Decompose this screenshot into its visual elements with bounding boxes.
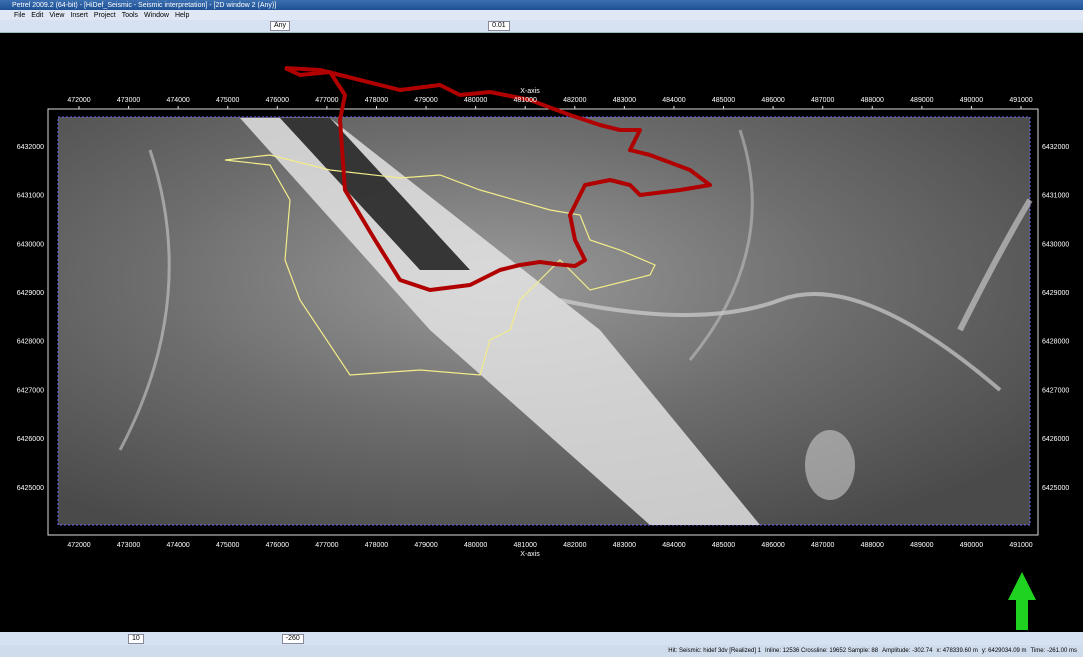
y-tick-label-left: 6426000 [17, 436, 44, 443]
dark-channel [280, 118, 470, 270]
x-tick-label-bottom: 482000 [563, 542, 586, 549]
x-tick-label-bottom: 487000 [811, 542, 834, 549]
x-tick-label-top: 487000 [811, 97, 834, 104]
menu-bar: File Edit View Insert Project Tools Window Help [0, 10, 1083, 20]
x-tick-label-bottom: 491000 [1009, 542, 1032, 549]
x-tick-label-top: 490000 [960, 97, 983, 104]
x-tick-label-bottom: 478000 [365, 542, 388, 549]
y-tick-label-left: 6431000 [17, 193, 44, 200]
y-tick-label-right: 6426000 [1042, 436, 1069, 443]
bright-band [240, 118, 760, 525]
x-tick-label-bottom: 490000 [960, 542, 983, 549]
plot-frame [47, 108, 1039, 536]
menu-item[interactable]: View [49, 11, 65, 19]
menu-item[interactable]: File [14, 11, 26, 19]
y-tick-label-right: 6428000 [1042, 339, 1069, 346]
x-tick-label-bottom: 480000 [464, 542, 487, 549]
feature [805, 430, 855, 500]
x-tick-label-bottom: 477000 [315, 542, 338, 549]
viewport: 472000 472000 473000 473000 474000 474000 4750… [17, 66, 1070, 630]
menu-item[interactable]: Tools [121, 11, 139, 19]
x-axis-label-top: X-axis [520, 88, 540, 95]
y-tick-label-left: 6430000 [17, 241, 44, 248]
seismic-image [57, 116, 1031, 526]
menu-item[interactable]: Insert [70, 11, 88, 19]
x-tick-label-bottom: 489000 [910, 542, 933, 549]
y-tick-label-right: 6429000 [1042, 290, 1069, 297]
x-tick-label-bottom: 479000 [414, 542, 437, 549]
domain-field[interactable]: Any [270, 21, 291, 31]
y-tick-label-left: 6428000 [17, 339, 44, 346]
x-tick-label-top: 482000 [563, 97, 586, 104]
menu-item[interactable]: Project [93, 11, 116, 19]
status-field: Hit: Seismic: hidef 3dv [Realized] 1 [668, 648, 761, 654]
y-tick-label-left: 6432000 [17, 144, 44, 151]
status-field: Inline: 12536 Crossline: 19652 Sample: 8… [765, 648, 879, 654]
status-bar: Hit: Seismic: hidef 3dv [Realized] 1 Inli… [0, 645, 1083, 657]
size-field[interactable]: 10 [128, 633, 144, 644]
x-tick-label-top: 491000 [1009, 97, 1032, 104]
x-tick-label-top: 475000 [216, 97, 239, 104]
x-tick-label-bottom: 476000 [266, 542, 289, 549]
x-tick-label-top: 489000 [910, 97, 933, 104]
title-bar: Petrel 2009.2 (64-bit) - [HiDef_Seismic … [0, 0, 1083, 10]
status-field: y: 6429034.09 m [981, 648, 1027, 654]
x-tick-label-bottom: 473000 [117, 542, 140, 549]
x-tick-label-top: 476000 [266, 97, 289, 104]
y-tick-label-right: 6427000 [1042, 387, 1069, 394]
x-tick-label-bottom: 484000 [662, 542, 685, 549]
x-tick-label-top: 480000 [464, 97, 487, 104]
y-tick-label-left: 6427000 [17, 387, 44, 394]
polygon-yellow [224, 154, 656, 376]
y-tick-label-right: 6430000 [1042, 241, 1069, 248]
fault [118, 149, 171, 451]
menu-item[interactable]: Edit [31, 11, 44, 19]
fault [688, 129, 754, 361]
x-tick-label-bottom: 472000 [67, 542, 90, 549]
x-tick-label-bottom: 485000 [712, 542, 735, 549]
x-tick-label-bottom: 481000 [514, 542, 537, 549]
x-tick-label-bottom: 488000 [861, 542, 884, 549]
x-tick-label-top: 479000 [414, 97, 437, 104]
x-tick-label-top: 485000 [712, 97, 735, 104]
x-tick-label-top: 478000 [365, 97, 388, 104]
y-tick-label-left: 6425000 [17, 485, 44, 492]
x-tick-label-top: 473000 [117, 97, 140, 104]
x-tick-label-top: 477000 [315, 97, 338, 104]
x-tick-label-top: 486000 [761, 97, 784, 104]
x-tick-label-top: 483000 [613, 97, 636, 104]
x-tick-label-top: 474000 [166, 97, 189, 104]
y-tick-label-left: 6429000 [17, 290, 44, 297]
north-arrow [1008, 572, 1036, 630]
x-tick-label-bottom: 486000 [761, 542, 784, 549]
x-tick-label-bottom: 474000 [166, 542, 189, 549]
window-title: Petrel 2009.2 (64-bit) - [HiDef_Seismic … [12, 1, 277, 9]
status-field: x: 478339.60 m [936, 648, 978, 654]
status-field: Amplitude: -302.74 [882, 648, 933, 654]
x-tick-label-top: 472000 [67, 97, 90, 104]
x-tick-label-bottom: 483000 [613, 542, 636, 549]
x-axis-label-bottom: X-axis [520, 551, 540, 558]
level-field[interactable]: -260 [281, 633, 304, 644]
step-field[interactable]: 0.01 [488, 21, 510, 31]
x-tick-label-top: 484000 [662, 97, 685, 104]
y-tick-label-right: 6432000 [1042, 144, 1069, 151]
x-tick-label-top: 481000 [514, 97, 537, 104]
status-field: Time: -261.00 ms [1030, 648, 1077, 654]
x-tick-label-bottom: 475000 [216, 542, 239, 549]
menu-item[interactable]: Window [144, 11, 169, 19]
axes: 472000 472000 473000 473000 474000 474000 4750… [17, 88, 1070, 558]
toolbar: Any 0.01 [0, 20, 1083, 33]
y-tick-label-right: 6431000 [1042, 193, 1069, 200]
polygon-red [284, 66, 712, 292]
bottom-toolbar: 10 -260 [0, 632, 1083, 645]
x-tick-label-top: 488000 [861, 97, 884, 104]
menu-item[interactable]: Help [174, 11, 190, 19]
fault [559, 292, 1002, 392]
fault [957, 198, 1033, 332]
y-tick-label-right: 6425000 [1042, 485, 1069, 492]
